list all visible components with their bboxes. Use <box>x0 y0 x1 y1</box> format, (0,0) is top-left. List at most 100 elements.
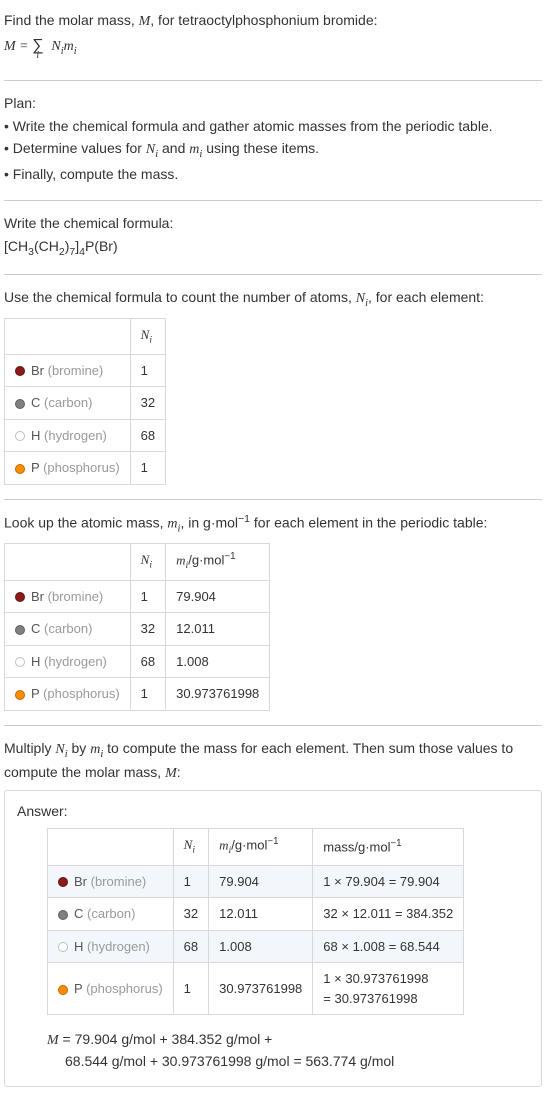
header-Ni: Ni <box>173 829 208 866</box>
element-symbol: Br <box>31 589 44 604</box>
plan-section: Plan: • Write the chemical formula and g… <box>4 89 542 196</box>
plan-bullets: • Write the chemical formula and gather … <box>4 116 542 185</box>
lookup-intro: Look up the atomic mass, mi, in g·mol−1 … <box>4 512 542 537</box>
cf: (CH <box>34 238 59 254</box>
element-cell: Br (bromine) <box>5 354 131 387</box>
divider <box>4 80 542 81</box>
count-section: Use the chemical formula to count the nu… <box>4 283 542 495</box>
text: , for each element: <box>368 289 484 305</box>
element-cell: H (hydrogen) <box>48 930 174 963</box>
count-intro: Use the chemical formula to count the nu… <box>4 287 542 312</box>
text: 68.544 g/mol + 30.973761998 g/mol = 563.… <box>65 1053 394 1069</box>
mass-cell: 1 × 79.904 = 79.904 <box>313 865 464 898</box>
table-row: H (hydrogen) 681.008 <box>5 645 270 678</box>
formula-lhs: M = <box>4 39 32 54</box>
answer-table: Ni mi/g·mol−1 mass/g·mol−1 Br (bromine)1… <box>47 828 464 1015</box>
var-m: m <box>167 517 177 532</box>
lookup-section: Look up the atomic mass, mi, in g·mol−1 … <box>4 508 542 721</box>
text: : <box>177 764 181 780</box>
n-cell: 32 <box>130 387 165 420</box>
divider <box>4 274 542 275</box>
element-symbol: H <box>31 428 40 443</box>
text: using these items. <box>202 140 319 156</box>
var-N: N <box>146 142 155 157</box>
n-cell: 1 <box>173 963 208 1015</box>
var-M: M <box>165 766 177 781</box>
element-symbol: H <box>31 654 40 669</box>
m-cell: 30.973761998 <box>166 678 270 711</box>
chemical-formula: [CH3(CH2)7]4P(Br) <box>4 236 542 261</box>
var-N: N <box>55 742 64 757</box>
table-row: H (hydrogen)68 <box>5 419 166 452</box>
cf: [CH <box>4 238 28 254</box>
element-name: (bromine) <box>48 589 104 604</box>
element-cell: H (hydrogen) <box>5 419 131 452</box>
n-cell: 1 <box>130 678 165 711</box>
var-M: M <box>139 14 151 29</box>
m-cell: 12.011 <box>166 613 270 646</box>
element-dot <box>15 625 25 635</box>
element-name: (carbon) <box>44 395 92 410</box>
n-cell: 1 <box>173 865 208 898</box>
table-row: C (carbon)3212.011 <box>5 613 270 646</box>
text: , for tetraoctylphosphonium bromide: <box>150 12 377 28</box>
n-cell: 32 <box>173 898 208 931</box>
element-cell: C (carbon) <box>5 613 131 646</box>
element-dot <box>58 985 68 995</box>
element-name: (hydrogen) <box>87 939 150 954</box>
element-symbol: C <box>74 906 83 921</box>
text: Use the chemical formula to count the nu… <box>4 289 356 305</box>
empty-header <box>5 544 131 581</box>
n-cell: 1 <box>130 452 165 485</box>
element-dot <box>15 657 25 667</box>
m-cell: 1.008 <box>166 645 270 678</box>
table-row: C (carbon)32 <box>5 387 166 420</box>
text: by <box>68 740 91 756</box>
lookup-table: Ni mi/g·mol−1 Br (bromine)179.904C (carb… <box>4 543 270 711</box>
table-row: Br (bromine)179.904 <box>5 580 270 613</box>
intro-section: Find the molar mass, M, for tetraoctylph… <box>4 6 542 76</box>
element-dot <box>15 399 25 409</box>
m-cell: 12.011 <box>209 898 313 931</box>
element-name: (phosphorus) <box>43 686 120 701</box>
m-cell: 30.973761998 <box>209 963 313 1015</box>
element-cell: P (phosphorus) <box>48 963 174 1015</box>
text: Multiply <box>4 740 55 756</box>
element-cell: P (phosphorus) <box>5 452 131 485</box>
element-dot <box>15 592 25 602</box>
header-Ni: Ni <box>130 318 165 354</box>
element-name: (phosphorus) <box>43 460 120 475</box>
m-cell: 79.904 <box>209 865 313 898</box>
element-symbol: Br <box>31 363 44 378</box>
exp: −1 <box>238 513 250 525</box>
mass-cell: 32 × 12.011 = 384.352 <box>313 898 464 931</box>
intro-line: Find the molar mass, M, for tetraoctylph… <box>4 10 542 32</box>
n-cell: 68 <box>130 419 165 452</box>
element-name: (carbon) <box>44 621 92 636</box>
mass-cell: 1 × 30.973761998= 30.973761998 <box>313 963 464 1015</box>
table-row: P (phosphorus)130.973761998 <box>5 678 270 711</box>
table-header-row: Ni mi/g·mol−1 <box>5 544 270 581</box>
table-header-row: Ni <box>5 318 166 354</box>
empty-header <box>48 829 174 866</box>
n-cell: 32 <box>130 613 165 646</box>
answer-box: Answer: Ni mi/g·mol−1 mass/g·mol−1 Br (b… <box>4 790 542 1087</box>
answer-label: Answer: <box>17 801 529 822</box>
element-name: (hydrogen) <box>44 654 107 669</box>
divider <box>4 725 542 726</box>
element-cell: C (carbon) <box>5 387 131 420</box>
table-row: P (phosphorus)1 <box>5 452 166 485</box>
element-cell: P (phosphorus) <box>5 678 131 711</box>
n-cell: 68 <box>130 645 165 678</box>
answer-content: Ni mi/g·mol−1 mass/g·mol−1 Br (bromine)1… <box>47 828 529 1072</box>
element-symbol: H <box>74 939 83 954</box>
multiply-text: Multiply Ni by mi to compute the mass fo… <box>4 738 542 785</box>
element-symbol: C <box>31 621 40 636</box>
cf: P(Br) <box>85 238 118 254</box>
plan-bullet-1: • Write the chemical formula and gather … <box>4 116 542 137</box>
var-m: m <box>90 742 100 757</box>
plan-bullet-3: • Finally, compute the mass. <box>4 164 542 185</box>
m-cell: 1.008 <box>209 930 313 963</box>
header-mass: mass/g·mol−1 <box>313 829 464 866</box>
chem-title: Write the chemical formula: <box>4 213 542 234</box>
